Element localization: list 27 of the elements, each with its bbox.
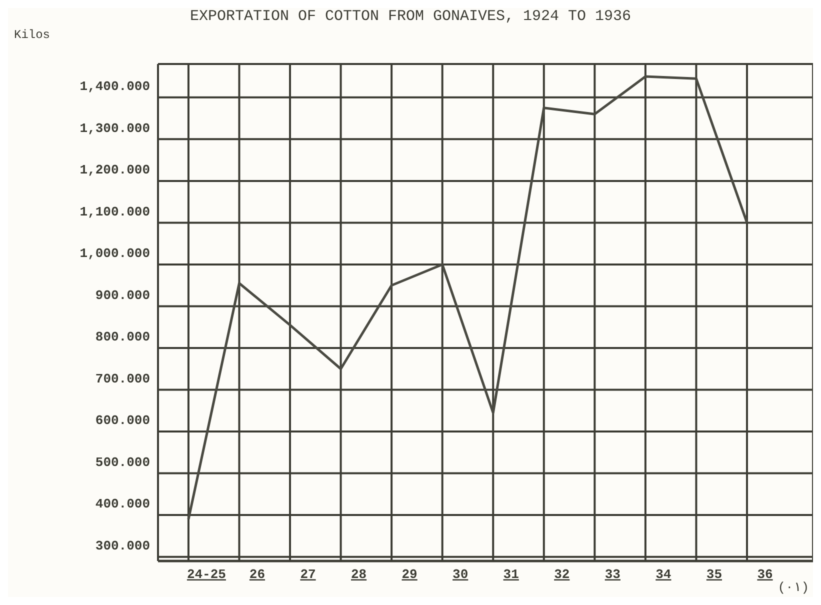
y-tick-label: 300.000 (95, 538, 150, 554)
y-tick-label: 900.000 (95, 288, 150, 303)
y-tick-label: 1,100.000 (80, 204, 150, 220)
y-tick-label: 500.000 (95, 454, 150, 470)
y-tick-label: 1,000.000 (80, 246, 150, 262)
y-tick-label: 1,300.000 (80, 120, 150, 136)
x-tick-label: 29 (402, 567, 418, 582)
x-tick-label: 28 (350, 567, 367, 582)
x-tick-label: 30 (452, 567, 468, 582)
x-tick-label: 24-25 (186, 567, 226, 582)
x-tick-label: 31 (503, 567, 520, 582)
x-tick-label: 32 (554, 567, 570, 582)
y-tick-label: 800.000 (95, 330, 150, 345)
chart-title: EXPORTATION OF COTTON FROM GONAIVES, 1924 TO 1936 (188, 8, 632, 25)
y-tick-label: 400.000 (95, 496, 150, 512)
x-tick-label: 34 (656, 567, 672, 582)
x-tick-label: 33 (604, 567, 621, 582)
x-tick-label: 35 (706, 567, 722, 582)
y-tick-label: 1,200.000 (80, 162, 150, 178)
y-axis-title: Kilos (14, 28, 50, 42)
x-tick-label: 27 (300, 567, 316, 582)
text: (٠١) (778, 580, 809, 595)
x-tick-label: 26 (249, 567, 266, 582)
x-tick-label: 36 (757, 567, 773, 582)
y-tick-label: 600.000 (95, 413, 150, 428)
y-tick-label: 700.000 (95, 371, 150, 386)
y-tick-label: 1,400.000 (80, 79, 150, 94)
